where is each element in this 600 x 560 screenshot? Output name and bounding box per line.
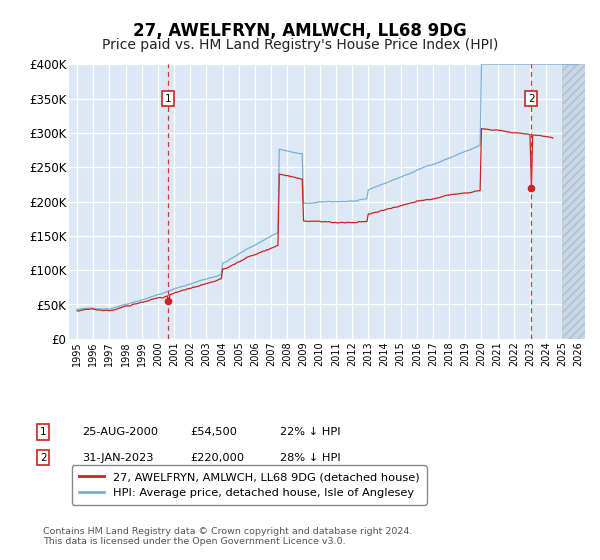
- Text: 1: 1: [40, 427, 47, 437]
- Text: 25-AUG-2000: 25-AUG-2000: [82, 427, 158, 437]
- Text: 2: 2: [40, 452, 47, 463]
- Text: 27, AWELFRYN, AMLWCH, LL68 9DG: 27, AWELFRYN, AMLWCH, LL68 9DG: [133, 22, 467, 40]
- Text: 2: 2: [528, 94, 535, 104]
- Text: 1: 1: [165, 94, 172, 104]
- Legend: 27, AWELFRYN, AMLWCH, LL68 9DG (detached house), HPI: Average price, detached ho: 27, AWELFRYN, AMLWCH, LL68 9DG (detached…: [72, 465, 427, 505]
- Text: Contains HM Land Registry data © Crown copyright and database right 2024.
This d: Contains HM Land Registry data © Crown c…: [43, 526, 413, 546]
- Bar: [562, 64, 587, 339]
- Text: 28% ↓ HPI: 28% ↓ HPI: [280, 452, 341, 463]
- Text: £54,500: £54,500: [190, 427, 237, 437]
- Text: 31-JAN-2023: 31-JAN-2023: [82, 452, 154, 463]
- Text: £220,000: £220,000: [190, 452, 244, 463]
- Text: Price paid vs. HM Land Registry's House Price Index (HPI): Price paid vs. HM Land Registry's House …: [102, 38, 498, 52]
- Text: 22% ↓ HPI: 22% ↓ HPI: [280, 427, 341, 437]
